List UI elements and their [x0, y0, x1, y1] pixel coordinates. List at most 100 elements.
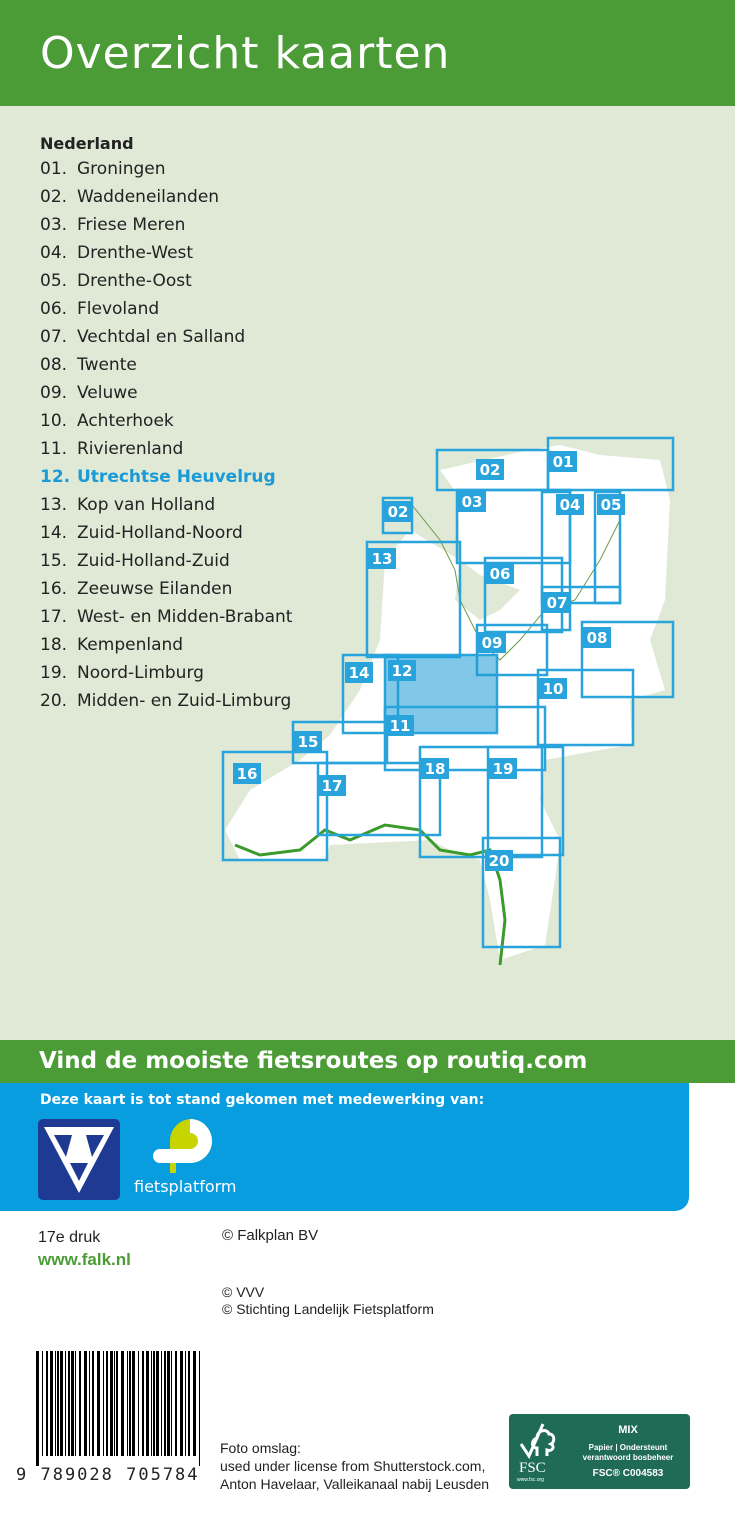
map-sheet-label-bg [489, 758, 517, 779]
map-sheet-label-bg [458, 491, 486, 512]
map-sheet-label[interactable]: 05 [601, 496, 622, 514]
barcode-bar [75, 1351, 76, 1456]
map-sheet-label[interactable]: 10 [543, 680, 564, 698]
item-name: Kop van Holland [77, 495, 216, 515]
item-name: Drenthe-Oost [77, 271, 192, 291]
barcode-bar [57, 1351, 59, 1456]
map-sheet-label-bg [386, 715, 414, 736]
item-name: Midden- en Zuid-Limburg [77, 691, 292, 711]
list-item[interactable]: 14. Zuid-Holland-Noord [40, 523, 292, 551]
barcode-bar [79, 1351, 81, 1456]
list-item[interactable]: 19. Noord-Limburg [40, 663, 292, 691]
map-sheet-label[interactable]: 02 [480, 461, 501, 479]
map-sheet-label[interactable]: 18 [425, 760, 446, 778]
item-number: 01. [40, 159, 68, 179]
map-sheet-label[interactable]: 06 [490, 565, 511, 583]
list-item[interactable]: 11. Rivierenland [40, 439, 292, 467]
item-number: 16. [40, 579, 68, 599]
barcode-bar [199, 1351, 200, 1466]
list-item[interactable]: 09. Veluwe [40, 383, 292, 411]
list-item[interactable]: 16. Zeeuwse Eilanden [40, 579, 292, 607]
map-sheet-18-outline[interactable] [418, 745, 544, 859]
map-sheet-19-outline[interactable] [486, 745, 565, 857]
list-item[interactable]: 08. Twente [40, 355, 292, 383]
map-sheet-07-outline[interactable] [540, 585, 622, 605]
list-item[interactable]: 04. Drenthe-West [40, 243, 292, 271]
barcode-bar [106, 1351, 108, 1456]
fietsplatform-wordmark: fietsplatform [134, 1177, 237, 1196]
item-name: Utrechtse Heuvelrug [77, 467, 276, 487]
map-sheet-11-outline[interactable] [383, 705, 547, 772]
map-sheet-label[interactable]: 16 [237, 765, 258, 783]
map-sheet-label[interactable]: 04 [560, 496, 581, 514]
copyright-vvv: © VVV [222, 1284, 265, 1300]
item-number: 02. [40, 187, 68, 207]
map-sheet-label[interactable]: 03 [462, 493, 483, 511]
list-item[interactable]: 07. Vechtdal en Salland [40, 327, 292, 355]
map-sheet-label[interactable]: 14 [349, 664, 370, 682]
barcode-bar [180, 1351, 183, 1456]
map-sheet-label[interactable]: 01 [553, 453, 574, 471]
list-item[interactable]: 05. Drenthe-Oost [40, 271, 292, 299]
item-number: 06. [40, 299, 68, 319]
item-number: 14. [40, 523, 68, 543]
map-sheet-label[interactable]: 19 [493, 760, 514, 778]
list-item[interactable]: 20. Midden- en Zuid-Limburg [40, 691, 292, 719]
list-item[interactable]: 01. Groningen [40, 159, 292, 187]
item-number: 17. [40, 607, 68, 627]
map-sheet-label-bg [294, 731, 322, 752]
map-sheet-20-outline[interactable] [481, 836, 562, 949]
item-number: 05. [40, 271, 68, 291]
map-sheet-04-outline[interactable] [540, 490, 572, 632]
list-item[interactable]: 12. Utrechtse Heuvelrug [40, 467, 292, 495]
map-sheet-08-outline[interactable] [580, 620, 675, 699]
vvv-logo [38, 1119, 120, 1200]
map-sheet-label-bg [421, 758, 449, 779]
page-title: Overzicht kaarten [40, 28, 451, 79]
map-sheet-label[interactable]: 13 [372, 550, 393, 568]
map-sheet-label[interactable]: 11 [390, 717, 411, 735]
barcode-bar [110, 1351, 113, 1456]
list-item[interactable]: 15. Zuid-Holland-Zuid [40, 551, 292, 579]
map-sheet-01-outline[interactable] [546, 436, 675, 492]
map-sheet-label[interactable]: 15 [298, 733, 319, 751]
list-item[interactable]: 10. Achterhoek [40, 411, 292, 439]
list-item[interactable]: 18. Kempenland [40, 635, 292, 663]
barcode-bar [188, 1351, 190, 1456]
routiq-banner: Vind de mooiste fietsroutes op routiq.co… [0, 1040, 735, 1083]
item-name: Rivierenland [77, 439, 184, 459]
barcode-bar [129, 1351, 131, 1456]
map-sheet-label[interactable]: 07 [547, 594, 568, 612]
item-name: Drenthe-West [77, 243, 194, 263]
map-sheet-label[interactable]: 02 [388, 503, 409, 521]
map-list: Nederland 01. Groningen 02. Waddeneilanden 0… [40, 134, 292, 719]
website-link[interactable]: www.falk.nl [38, 1250, 131, 1269]
list-item[interactable]: 06. Flevoland [40, 299, 292, 327]
list-item[interactable]: 03. Friese Meren [40, 215, 292, 243]
barcode-bar [65, 1351, 66, 1456]
map-sheet-label[interactable]: 17 [322, 777, 343, 795]
list-item[interactable]: 02. Waddeneilanden [40, 187, 292, 215]
barcode-bar [92, 1351, 94, 1456]
item-number: 07. [40, 327, 68, 347]
item-number: 12. [40, 467, 71, 487]
map-sheet-16-outline[interactable] [221, 750, 329, 862]
map-sheet-label[interactable]: 09 [482, 634, 503, 652]
barcode-bar [46, 1351, 48, 1456]
banner-text[interactable]: Vind de mooiste fietsroutes op routiq.co… [39, 1048, 588, 1074]
map-sheet-label[interactable]: 20 [489, 852, 510, 870]
item-number: 08. [40, 355, 68, 375]
map-sheet-09-outline[interactable] [475, 623, 549, 677]
item-name: Zeeuwse Eilanden [77, 579, 233, 599]
fsc-url: www.fsc.org [517, 1477, 544, 1483]
barcode-bar [153, 1351, 155, 1456]
map-sheet-label[interactable]: 08 [587, 629, 608, 647]
map-sheet-label[interactable]: 12 [392, 662, 413, 680]
isbn-number: 9 789028 705784 [16, 1465, 200, 1485]
map-sheet-label-bg [543, 592, 571, 613]
map-sheet-17-outline[interactable] [316, 761, 442, 837]
list-item[interactable]: 13. Kop van Holland [40, 495, 292, 523]
list-item[interactable]: 17. West- en Midden-Brabant [40, 607, 292, 635]
fsc-line1: Papier | Ondersteunt [588, 1443, 668, 1452]
barcode-bar [97, 1351, 100, 1456]
